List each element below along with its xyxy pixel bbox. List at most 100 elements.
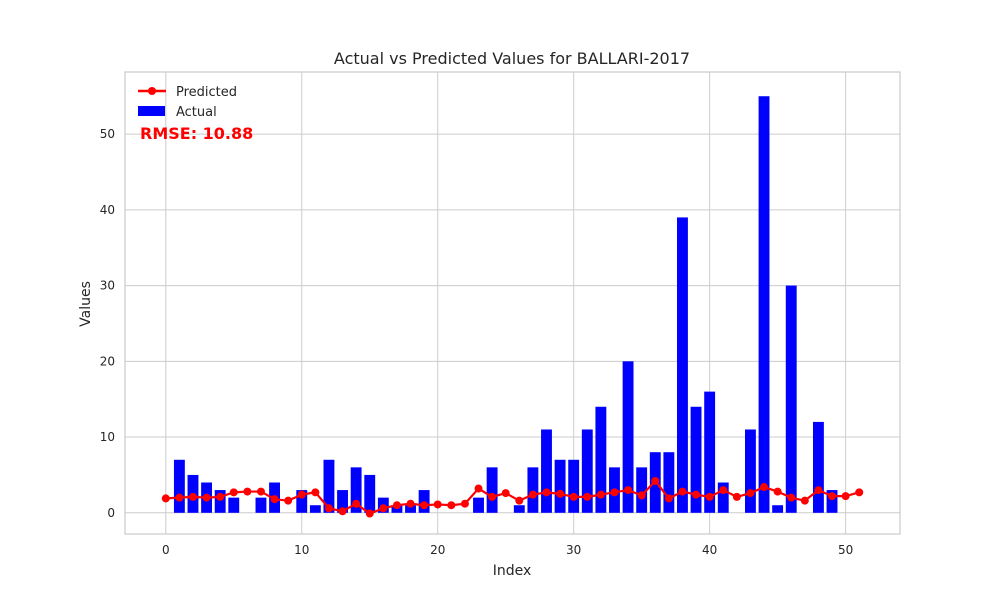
predicted-point xyxy=(392,501,401,510)
actual-bar xyxy=(214,490,226,513)
actual-bar xyxy=(541,429,552,513)
tick-labels: 0 10 20 30 40 50 0 10 20 30 40 50 xyxy=(100,127,854,557)
predicted-point xyxy=(542,488,551,497)
actual-bar xyxy=(758,96,770,513)
predicted-series-line xyxy=(165,479,860,515)
actual-bar xyxy=(826,490,838,513)
predicted-point xyxy=(284,496,293,505)
legend-predicted-label: Predicted xyxy=(176,85,237,100)
predicted-point xyxy=(651,476,660,485)
predicted-point xyxy=(488,492,497,501)
legend-actual-label: Actual xyxy=(176,105,217,120)
predicted-point xyxy=(420,501,429,510)
predicted-point xyxy=(175,493,184,502)
y-tick-label: 20 xyxy=(100,354,115,368)
predicted-point xyxy=(624,486,633,495)
grid-lines xyxy=(125,72,900,534)
x-tick-label: 20 xyxy=(430,543,445,557)
predicted-point xyxy=(610,488,619,497)
predicted-point xyxy=(814,486,823,495)
predicted-point xyxy=(692,490,701,499)
predicted-point xyxy=(365,509,374,518)
predicted-point xyxy=(637,491,646,500)
predicted-point xyxy=(188,492,197,501)
predicted-point xyxy=(556,489,565,498)
predicted-point xyxy=(406,499,415,508)
actual-bar xyxy=(581,429,593,513)
actual-bar xyxy=(364,474,376,513)
actual-bar xyxy=(554,459,566,513)
actual-bar xyxy=(772,505,784,513)
predicted-point xyxy=(515,496,524,505)
predicted-point xyxy=(297,490,306,499)
predicted-point xyxy=(460,499,469,508)
predicted-point xyxy=(828,492,837,501)
predicted-point xyxy=(732,492,741,501)
axes-background xyxy=(125,72,900,534)
actual-bar xyxy=(173,459,185,513)
predicted-point xyxy=(678,487,687,496)
actual-bar xyxy=(527,467,539,513)
actual-bar xyxy=(717,482,729,513)
legend-actual-swatch xyxy=(138,106,165,116)
x-tick-label: 30 xyxy=(566,543,581,557)
plot-area xyxy=(124,71,901,535)
predicted-point xyxy=(216,492,225,501)
actual-bar xyxy=(704,391,716,513)
predicted-point xyxy=(338,507,347,516)
chart-title: Actual vs Predicted Values for BALLARI-2… xyxy=(334,49,690,68)
actual-bar xyxy=(690,406,702,513)
predicted-line xyxy=(161,476,864,518)
predicted-point xyxy=(311,488,320,497)
actual-bar xyxy=(337,490,348,513)
actual-bar xyxy=(255,497,267,513)
y-tick-label: 30 xyxy=(100,279,115,293)
actual-bar xyxy=(228,497,240,513)
actual-bar xyxy=(513,505,525,513)
y-tick-label: 10 xyxy=(100,430,115,444)
x-tick-label: 40 xyxy=(702,543,717,557)
predicted-point xyxy=(596,490,605,499)
predicted-point xyxy=(746,489,755,498)
axes-frame xyxy=(124,71,901,535)
x-axis-label: Index xyxy=(493,563,532,579)
actual-bar xyxy=(486,467,498,513)
actual-bar xyxy=(622,361,634,513)
actual-bar xyxy=(745,429,756,513)
predicted-point xyxy=(229,488,238,497)
actual-bar xyxy=(309,505,321,513)
predicted-point xyxy=(705,492,714,501)
predicted-point xyxy=(719,486,728,495)
predicted-point xyxy=(787,493,796,502)
actual-bar xyxy=(350,467,362,513)
rmse-annotation: RMSE: 10.88 xyxy=(140,124,253,143)
predicted-point xyxy=(773,487,782,496)
x-tick-label: 50 xyxy=(838,543,853,557)
predicted-point xyxy=(379,504,388,513)
actual-bar xyxy=(595,406,607,513)
y-axis-label: Values xyxy=(78,281,94,327)
predicted-point xyxy=(474,484,483,493)
legend-predicted-marker xyxy=(148,87,156,95)
predicted-point xyxy=(243,487,252,496)
predicted-point xyxy=(447,501,456,510)
actual-bar xyxy=(405,505,416,513)
predicted-point xyxy=(161,494,170,503)
y-tick-label: 40 xyxy=(100,203,115,217)
actual-bar xyxy=(323,459,335,513)
actual-bar xyxy=(785,285,797,513)
predicted-point xyxy=(202,493,211,502)
predicted-point xyxy=(256,487,265,496)
actual-bar xyxy=(568,459,580,513)
predicted-point xyxy=(433,500,442,509)
x-tick-label: 10 xyxy=(294,543,309,557)
predicted-point xyxy=(664,494,673,503)
predicted-point xyxy=(583,492,592,501)
legend: Predicted Actual xyxy=(138,85,237,120)
predicted-point xyxy=(800,496,809,505)
x-tick-label: 0 xyxy=(162,543,170,557)
predicted-point xyxy=(855,488,864,497)
predicted-point xyxy=(270,495,279,504)
